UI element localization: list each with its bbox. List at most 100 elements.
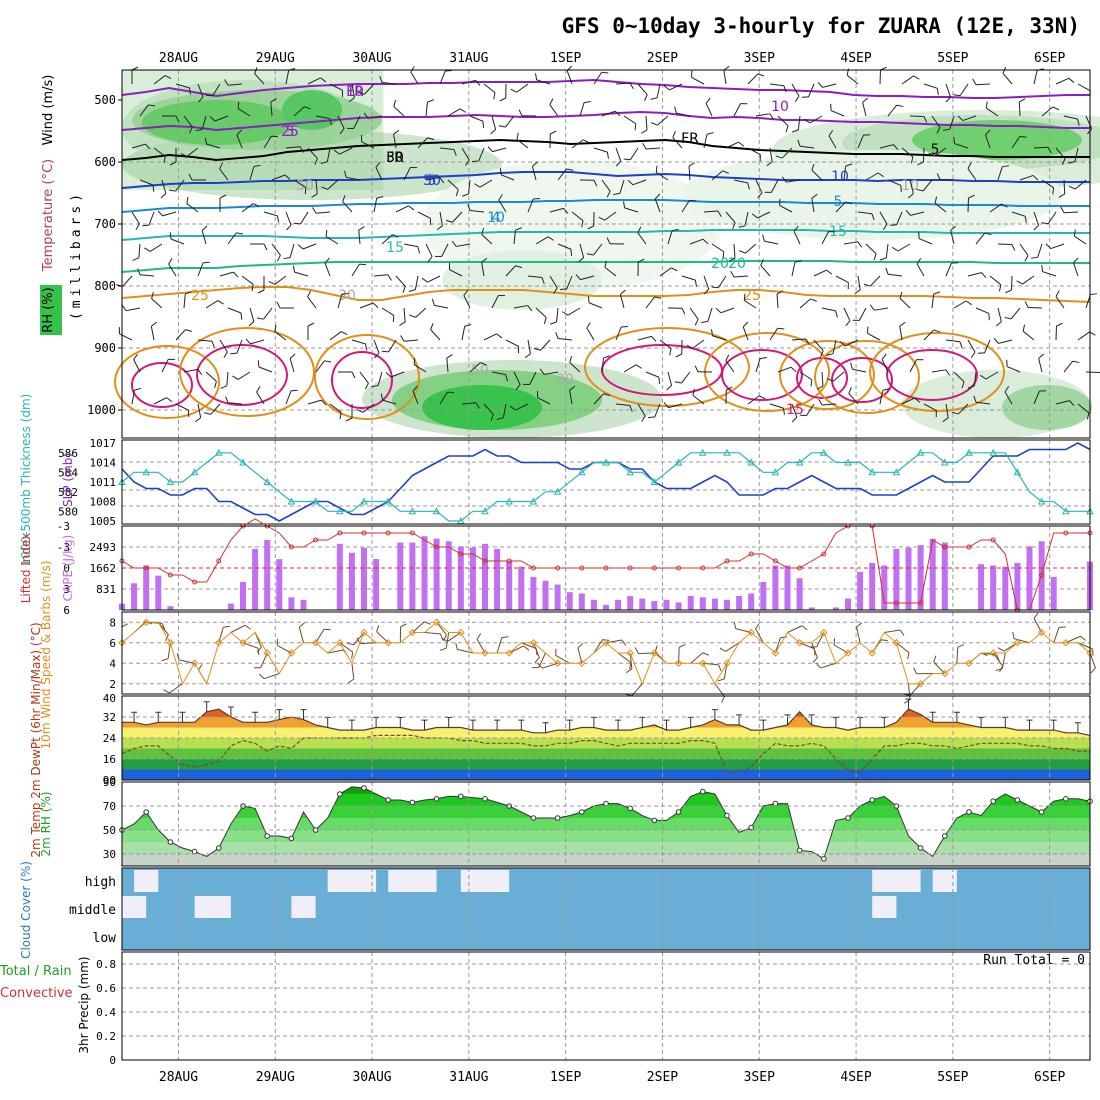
cape-bar bbox=[373, 559, 380, 610]
rh-point bbox=[143, 809, 149, 815]
wind-barb bbox=[804, 115, 823, 124]
barb-flag bbox=[1052, 106, 1060, 111]
rh-tick-label: 30 bbox=[103, 848, 116, 861]
wind-barb bbox=[549, 275, 558, 294]
barb-staff bbox=[689, 307, 699, 320]
wind-barb bbox=[692, 388, 705, 405]
wind-barb bbox=[333, 147, 353, 155]
barb-flag bbox=[345, 417, 353, 422]
barb-flag bbox=[392, 315, 395, 323]
wind-barb bbox=[351, 263, 367, 277]
barb-flag bbox=[232, 375, 239, 380]
barb-flag bbox=[587, 296, 590, 303]
barb-flag bbox=[797, 139, 801, 147]
barb-staff bbox=[162, 211, 177, 217]
barb-flag bbox=[451, 240, 457, 247]
li-tick-label: -3 bbox=[57, 541, 70, 554]
wind-barb bbox=[505, 339, 519, 354]
wind-barb bbox=[307, 77, 327, 85]
cape-bar bbox=[796, 578, 803, 610]
surface-wind-barb bbox=[424, 632, 444, 641]
surface-wind-barb bbox=[412, 621, 431, 633]
wind-barb bbox=[451, 240, 471, 247]
barb-staff bbox=[1063, 360, 1074, 373]
contour-label: FR bbox=[346, 84, 364, 100]
barb-staff bbox=[337, 294, 343, 309]
barb-flag bbox=[387, 274, 392, 281]
barb-flag bbox=[733, 621, 737, 629]
wind-barb bbox=[329, 403, 342, 420]
wind-barb bbox=[343, 170, 361, 181]
barb-flag bbox=[339, 412, 342, 420]
wind-barb bbox=[942, 403, 949, 423]
barb-flag bbox=[899, 291, 903, 299]
thickness-point bbox=[553, 487, 562, 495]
wind-barb bbox=[359, 371, 369, 390]
barb-flag bbox=[663, 402, 669, 408]
wind-barb bbox=[972, 78, 991, 86]
barb-flag bbox=[496, 333, 503, 339]
barb-flag bbox=[220, 385, 227, 389]
wind-barb bbox=[615, 403, 633, 412]
barb-flag bbox=[648, 416, 655, 419]
barb-staff bbox=[131, 211, 140, 225]
wind-barb bbox=[197, 83, 204, 103]
wind-barb bbox=[1024, 301, 1043, 309]
barb-flag bbox=[321, 399, 327, 406]
barb-staff bbox=[703, 210, 719, 213]
barb-staff bbox=[1022, 330, 1035, 341]
wind-barb bbox=[320, 147, 331, 165]
barb-flag bbox=[635, 364, 642, 369]
wind-barb bbox=[659, 267, 678, 277]
barb-staff bbox=[205, 371, 217, 382]
barb-flag bbox=[606, 191, 611, 198]
barb-staff bbox=[586, 327, 595, 341]
wind-barb bbox=[586, 322, 595, 341]
barb-flag bbox=[527, 305, 533, 312]
barb-staff bbox=[623, 115, 637, 125]
wind-barb bbox=[674, 106, 691, 117]
barb-flag bbox=[769, 113, 775, 120]
barb-staff bbox=[984, 339, 991, 354]
wind-barb bbox=[980, 371, 999, 380]
wind-barb bbox=[967, 162, 977, 181]
barb-staff bbox=[566, 70, 573, 85]
barb-staff bbox=[811, 169, 823, 181]
wind-barb bbox=[779, 198, 793, 213]
barb-flag bbox=[760, 259, 764, 266]
wind-barb bbox=[358, 226, 365, 245]
wind-barb bbox=[760, 259, 771, 277]
barb-flag bbox=[429, 218, 431, 226]
barb-staff bbox=[862, 102, 867, 117]
barb-staff bbox=[491, 115, 497, 130]
wind-barb bbox=[869, 304, 889, 311]
barb-flag bbox=[578, 257, 584, 263]
barb-staff bbox=[425, 243, 433, 257]
surface-wind-barb bbox=[833, 638, 849, 654]
barb-staff bbox=[777, 115, 789, 127]
barb-flag bbox=[441, 637, 448, 642]
barb-staff bbox=[923, 83, 938, 89]
barb-flag bbox=[304, 187, 307, 195]
barb-flag bbox=[324, 360, 332, 363]
contour-label: 20 bbox=[711, 256, 729, 272]
wind-barb bbox=[797, 139, 815, 149]
barb-staff bbox=[1037, 243, 1043, 258]
barb-flag bbox=[586, 253, 594, 256]
barb-flag bbox=[951, 262, 959, 264]
wind-barb bbox=[909, 115, 928, 123]
barb-flag bbox=[933, 329, 941, 333]
wind-barb bbox=[755, 179, 763, 199]
barb-staff bbox=[808, 83, 815, 98]
barb-flag bbox=[839, 341, 846, 347]
wind-barb bbox=[241, 203, 260, 213]
barb-staff bbox=[439, 211, 443, 226]
wind-barb bbox=[1004, 386, 1013, 405]
barb-staff bbox=[483, 83, 496, 94]
wind-barb bbox=[496, 403, 507, 421]
wind-barb bbox=[225, 396, 243, 405]
barb-staff bbox=[733, 179, 748, 184]
wind-barb bbox=[945, 339, 963, 349]
wind-barb bbox=[967, 194, 975, 213]
